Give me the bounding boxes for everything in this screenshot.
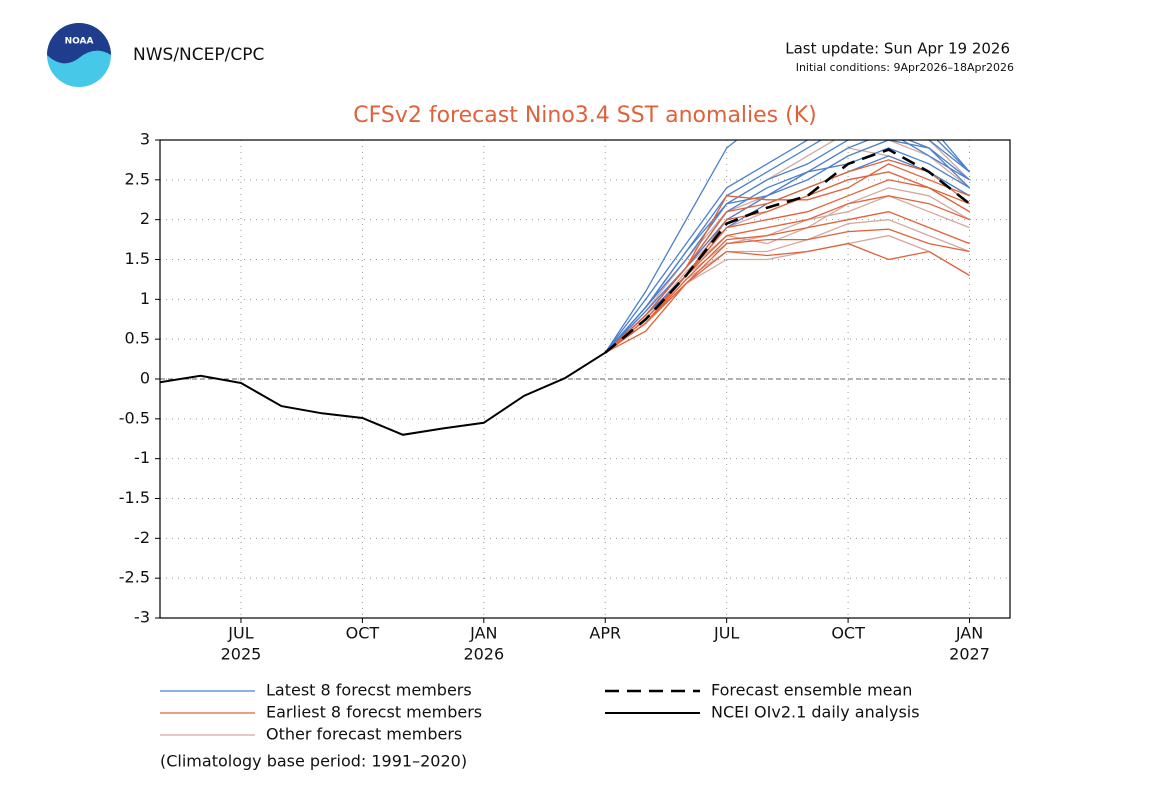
plot-frame bbox=[159, 139, 1011, 619]
member-line bbox=[604, 140, 970, 354]
last-update: Last update: Sun Apr 19 2026 bbox=[785, 40, 1010, 58]
x-tick-label: JUL bbox=[713, 624, 739, 643]
x-tick-label: OCT bbox=[346, 624, 380, 643]
member-line bbox=[604, 140, 970, 354]
x-tick-label: JAN bbox=[469, 624, 497, 643]
y-tick-label: -3 bbox=[134, 608, 150, 627]
y-tick-label: -0.5 bbox=[119, 408, 150, 427]
member-line bbox=[604, 171, 970, 354]
y-tick-label: 1 bbox=[140, 289, 150, 308]
x-tick-label: JUL bbox=[227, 624, 253, 643]
y-tick-label: -1.5 bbox=[119, 488, 150, 507]
legend-label: NCEI OIv2.1 daily analysis bbox=[711, 703, 920, 722]
x-tick-year: 2026 bbox=[463, 645, 504, 664]
y-tick-label: 2.5 bbox=[125, 169, 150, 188]
x-tick-year: 2025 bbox=[221, 645, 262, 664]
member-line bbox=[604, 140, 970, 354]
y-tick-label: 0 bbox=[140, 369, 150, 388]
legend-label: Other forecast members bbox=[266, 725, 462, 744]
y-tick-label: -2 bbox=[134, 528, 150, 547]
analysis-line bbox=[160, 351, 606, 436]
legend-label: Latest 8 forecst members bbox=[266, 681, 472, 700]
agency: NWS/NCEP/CPC bbox=[133, 45, 264, 65]
member-line bbox=[604, 147, 970, 354]
x-tick-label: APR bbox=[589, 624, 621, 643]
member-line bbox=[604, 140, 970, 354]
member-line bbox=[604, 195, 970, 354]
member-line bbox=[604, 228, 970, 354]
y-tick-label: -1 bbox=[134, 448, 150, 467]
plot-lines bbox=[160, 140, 971, 436]
logo-top bbox=[47, 23, 111, 64]
member-line bbox=[604, 147, 970, 354]
legend-label: Earliest 8 forecst members bbox=[266, 703, 482, 722]
y-tick-label: 2 bbox=[140, 209, 150, 228]
member-line bbox=[604, 242, 970, 354]
member-line bbox=[604, 140, 970, 354]
member-line bbox=[604, 211, 970, 354]
member-line bbox=[604, 171, 970, 354]
member-line bbox=[604, 159, 970, 354]
x-tick-label: JAN bbox=[955, 624, 983, 643]
y-tick-label: -2.5 bbox=[119, 568, 150, 587]
member-line bbox=[604, 179, 970, 354]
noaa-logo: NOAA bbox=[47, 23, 111, 87]
climatology-note: (Climatology base period: 1991–2020) bbox=[160, 752, 467, 771]
y-tick-label: 1.5 bbox=[125, 249, 150, 268]
x-tick-year: 2027 bbox=[949, 645, 990, 664]
y-tick-label: 0.5 bbox=[125, 329, 150, 348]
initial-conditions: Initial conditions: 9Apr2026–18Apr2026 bbox=[796, 61, 1014, 74]
member-line bbox=[604, 195, 970, 354]
legend-label: Forecast ensemble mean bbox=[711, 681, 912, 700]
ensemble-mean-line bbox=[604, 148, 971, 354]
member-line bbox=[604, 163, 970, 354]
y-tick-label: 3 bbox=[140, 130, 150, 149]
logo-text: NOAA bbox=[65, 37, 94, 47]
chart-title: CFSv2 forecast Nino3.4 SST anomalies (K) bbox=[353, 103, 816, 128]
x-tick-label: OCT bbox=[831, 624, 865, 643]
member-line bbox=[604, 187, 970, 354]
